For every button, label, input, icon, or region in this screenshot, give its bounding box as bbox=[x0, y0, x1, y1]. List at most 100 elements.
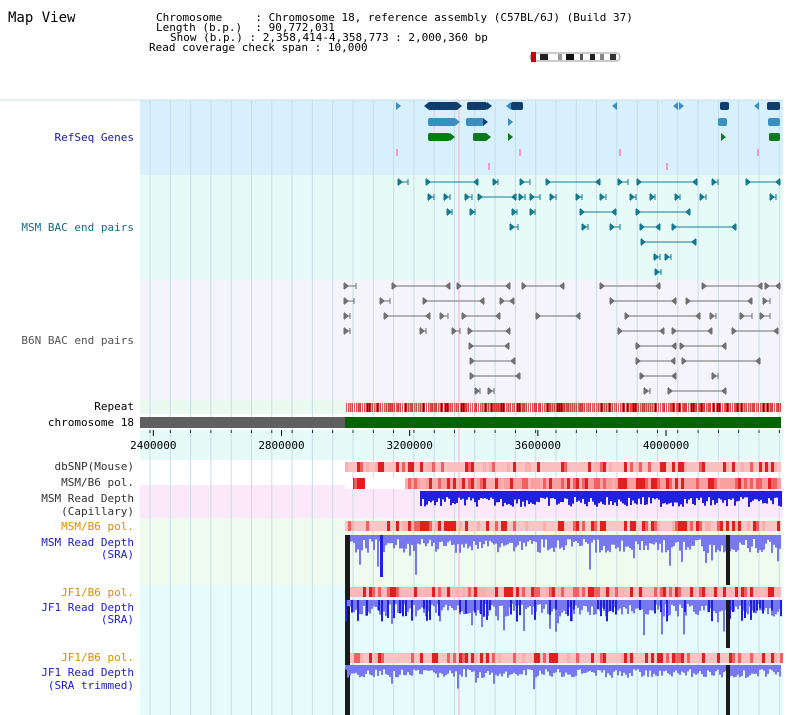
refseq-gene[interactable] bbox=[508, 133, 513, 141]
b6n-bac-pair[interactable] bbox=[668, 387, 673, 395]
msm-bac-pair[interactable] bbox=[444, 193, 449, 201]
msm-bac-pair[interactable] bbox=[675, 193, 680, 201]
refseq-gene[interactable] bbox=[506, 102, 511, 110]
ideogram-outline[interactable] bbox=[529, 52, 621, 62]
msm-bac-pair[interactable] bbox=[691, 238, 696, 246]
refseq-gene[interactable] bbox=[428, 118, 456, 126]
b6n-bac-pair[interactable] bbox=[420, 327, 425, 335]
refseq-gene[interactable] bbox=[450, 133, 455, 141]
msm-bac-pair[interactable] bbox=[580, 208, 585, 216]
b6n-bac-pair[interactable] bbox=[760, 312, 765, 320]
b6n-bac-pair[interactable] bbox=[384, 312, 389, 320]
msm-bac-pair[interactable] bbox=[672, 223, 677, 231]
msm-bac-pair[interactable] bbox=[520, 178, 525, 186]
refseq-gene[interactable] bbox=[767, 102, 780, 110]
msm-bac-pair[interactable] bbox=[685, 208, 690, 216]
refseq-gene[interactable] bbox=[455, 118, 460, 126]
b6n-bac-pair[interactable] bbox=[505, 327, 510, 335]
b6n-bac-pair[interactable] bbox=[509, 297, 514, 305]
msm-bac-pair[interactable] bbox=[447, 208, 452, 216]
msm-bac-pair[interactable] bbox=[530, 193, 535, 201]
b6n-bac-pair[interactable] bbox=[740, 312, 745, 320]
b6n-bac-pair[interactable] bbox=[344, 282, 349, 290]
msm-bac-pair[interactable] bbox=[692, 178, 697, 186]
msm-bac-pair[interactable] bbox=[546, 178, 551, 186]
refseq-gene[interactable] bbox=[768, 118, 780, 126]
msm-bac-pair[interactable] bbox=[610, 223, 615, 231]
b6n-bac-pair[interactable] bbox=[504, 342, 509, 350]
b6n-bac-pair[interactable] bbox=[686, 297, 691, 305]
refseq-gene[interactable] bbox=[612, 102, 617, 110]
b6n-bac-pair[interactable] bbox=[522, 282, 527, 290]
msm-bac-pair[interactable] bbox=[530, 208, 535, 216]
b6n-bac-pair[interactable] bbox=[721, 342, 726, 350]
b6n-bac-pair[interactable] bbox=[707, 327, 712, 335]
b6n-bac-pair[interactable] bbox=[452, 327, 457, 335]
msm-bac-pair[interactable] bbox=[473, 178, 478, 186]
b6n-bac-pair[interactable] bbox=[505, 282, 510, 290]
b6n-bac-pair[interactable] bbox=[640, 372, 645, 380]
refseq-gene[interactable] bbox=[487, 102, 492, 110]
b6n-bac-pair[interactable] bbox=[680, 342, 685, 350]
msm-bac-pair[interactable] bbox=[746, 178, 751, 186]
msm-bac-pair[interactable] bbox=[655, 268, 660, 276]
msm-bac-pair[interactable] bbox=[426, 178, 431, 186]
refseq-gene[interactable] bbox=[467, 102, 487, 110]
msm-bac-pair[interactable] bbox=[550, 193, 555, 201]
b6n-bac-pair[interactable] bbox=[671, 297, 676, 305]
b6n-bac-pair[interactable] bbox=[765, 282, 770, 290]
b6n-bac-pair[interactable] bbox=[775, 282, 780, 290]
msm-bac-pair[interactable] bbox=[775, 178, 780, 186]
msm-bac-pair[interactable] bbox=[465, 193, 470, 201]
b6n-bac-pair[interactable] bbox=[500, 297, 505, 305]
b6n-bac-end-pairs[interactable] bbox=[343, 282, 781, 395]
b6n-bac-pair[interactable] bbox=[344, 327, 349, 335]
b6n-bac-pair[interactable] bbox=[712, 372, 717, 380]
refseq-gene[interactable] bbox=[679, 102, 684, 110]
msm-bac-pair[interactable] bbox=[655, 223, 660, 231]
msm-bac-pair[interactable] bbox=[512, 208, 517, 216]
msm-bac-pair[interactable] bbox=[470, 208, 475, 216]
refseq-gene[interactable] bbox=[473, 133, 487, 141]
b6n-bac-pair[interactable] bbox=[559, 282, 564, 290]
msm-bac-pair[interactable] bbox=[493, 178, 498, 186]
msm-bac-pair[interactable] bbox=[478, 193, 483, 201]
b6n-bac-pair[interactable] bbox=[695, 312, 700, 320]
msm-bac-pair[interactable] bbox=[637, 178, 642, 186]
b6n-bac-pair[interactable] bbox=[610, 297, 615, 305]
msm-bac-pair[interactable] bbox=[611, 208, 616, 216]
msm-bac-pair[interactable] bbox=[428, 193, 433, 201]
msm-bac-pair[interactable] bbox=[398, 178, 403, 186]
b6n-bac-pair[interactable] bbox=[600, 282, 605, 290]
refseq-gene[interactable] bbox=[428, 102, 458, 110]
b6n-bac-pair[interactable] bbox=[344, 312, 349, 320]
msm-bac-pair[interactable] bbox=[600, 193, 605, 201]
b6n-bac-pair[interactable] bbox=[515, 372, 520, 380]
b6n-bac-pair[interactable] bbox=[344, 297, 349, 305]
msm-bac-pair[interactable] bbox=[700, 193, 705, 201]
b6n-bac-pair[interactable] bbox=[495, 312, 500, 320]
refseq-gene[interactable] bbox=[466, 118, 484, 126]
b6n-bac-pair[interactable] bbox=[479, 297, 484, 305]
b6n-bac-pair[interactable] bbox=[475, 387, 480, 395]
chromosome-ideogram[interactable] bbox=[529, 52, 621, 62]
b6n-bac-pair[interactable] bbox=[671, 372, 676, 380]
b6n-bac-pair[interactable] bbox=[625, 312, 630, 320]
b6n-bac-pair[interactable] bbox=[469, 342, 474, 350]
b6n-bac-pair[interactable] bbox=[721, 387, 726, 395]
refseq-gene[interactable] bbox=[486, 133, 491, 141]
msm-bac-pair[interactable] bbox=[618, 178, 623, 186]
refseq-gene[interactable] bbox=[673, 102, 678, 110]
msm-bac-pair[interactable] bbox=[731, 223, 736, 231]
refseq-gene[interactable] bbox=[720, 102, 729, 110]
msm-bac-pair[interactable] bbox=[582, 223, 587, 231]
b6n-bac-pair[interactable] bbox=[757, 282, 762, 290]
b6n-bac-pair[interactable] bbox=[457, 282, 462, 290]
b6n-bac-pair[interactable] bbox=[488, 387, 493, 395]
b6n-bac-pair[interactable] bbox=[644, 387, 649, 395]
b6n-bac-pair[interactable] bbox=[732, 327, 737, 335]
b6n-bac-pair[interactable] bbox=[510, 357, 515, 365]
b6n-bac-pair[interactable] bbox=[670, 357, 675, 365]
b6n-bac-pair[interactable] bbox=[445, 282, 450, 290]
b6n-bac-pair[interactable] bbox=[536, 312, 541, 320]
